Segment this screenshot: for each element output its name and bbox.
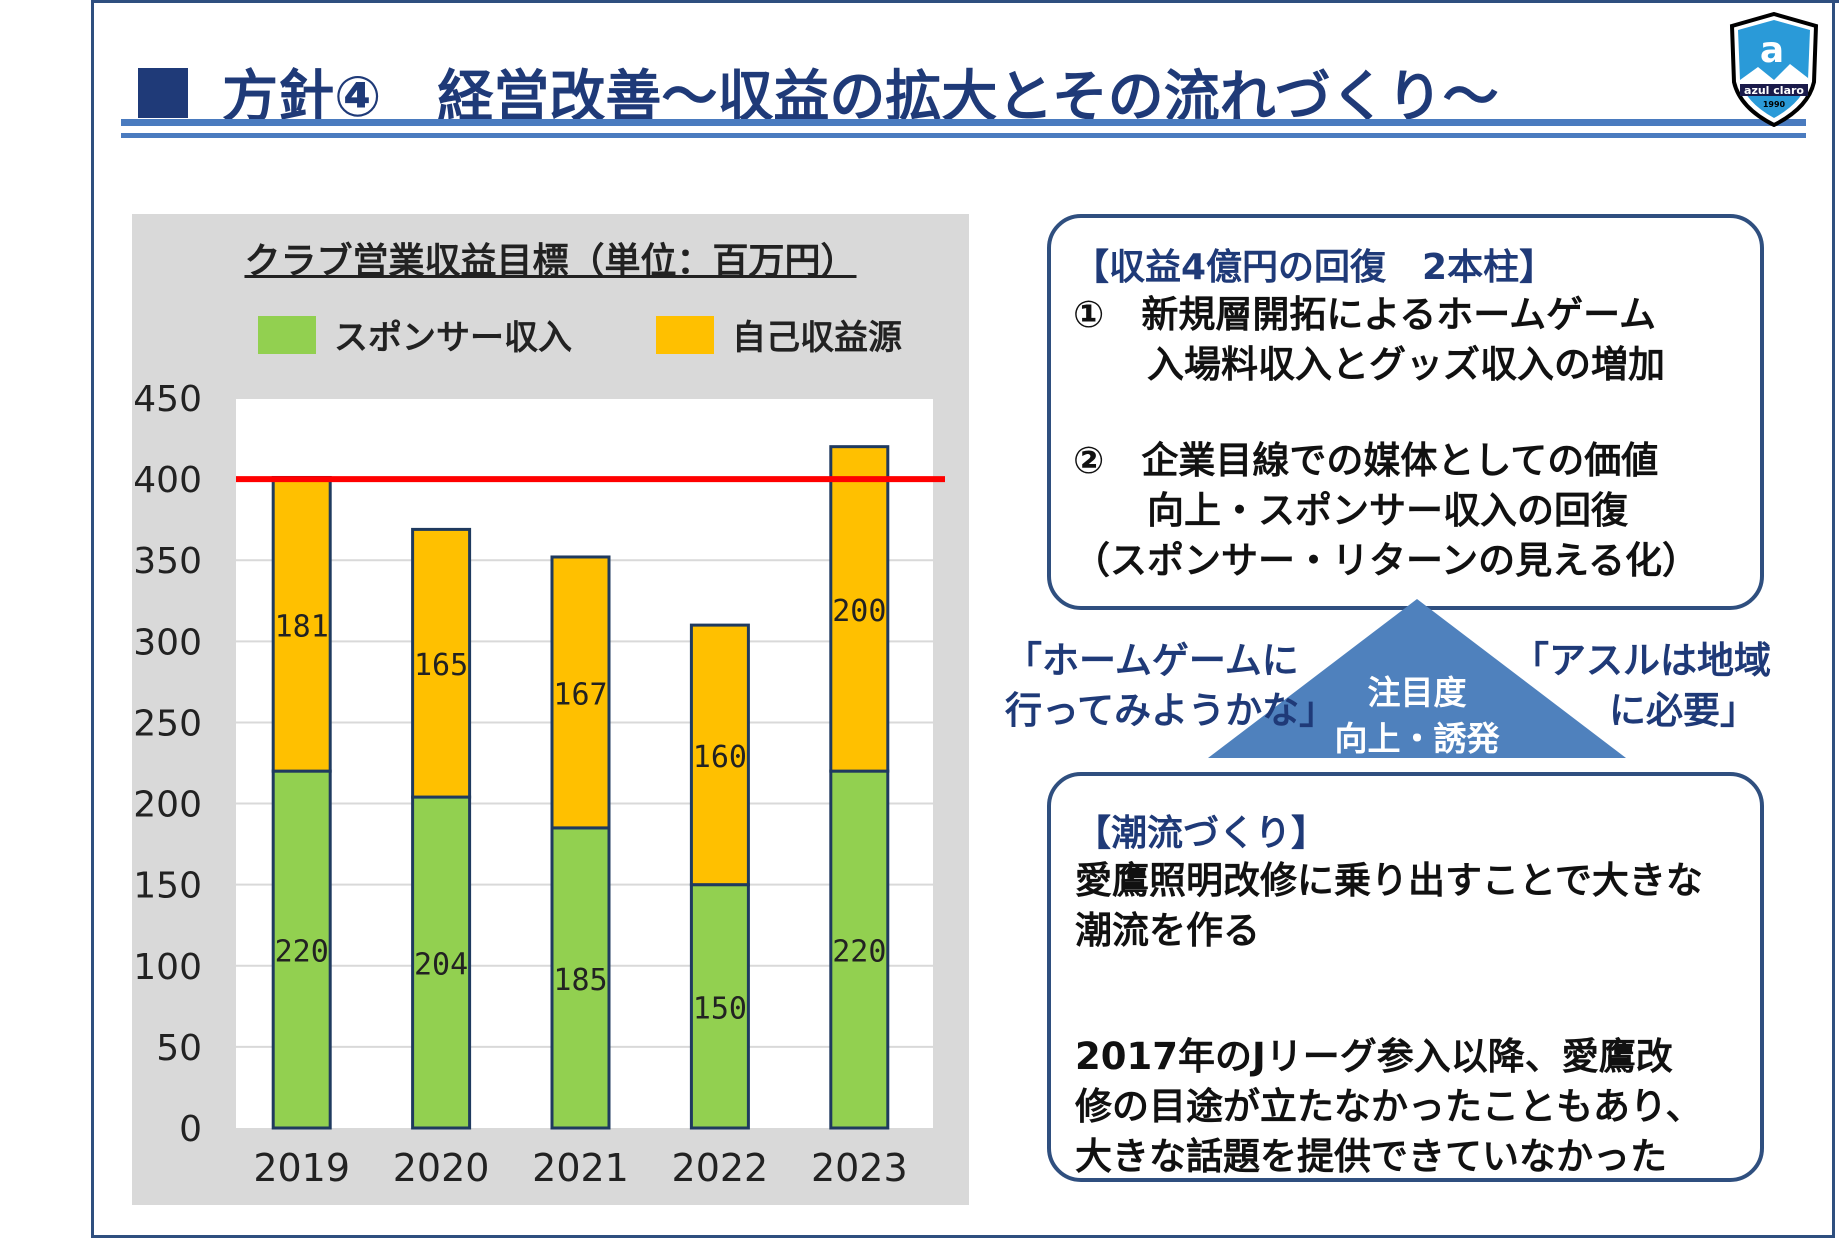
y-tick-label: 50 [156, 1028, 202, 1069]
azul-claro-logo: azul claro 1990 a [1729, 12, 1819, 127]
background-line: 修の目途が立たなかったこともあり、 [1075, 1085, 1703, 1128]
x-tick-label: 2022 [672, 1146, 769, 1190]
y-tick-label: 450 [133, 379, 202, 420]
y-tick-label: 350 [133, 541, 202, 582]
data-label: 220 [832, 935, 886, 970]
pillar-1-cont: 入場料収入とグッズ収入の増加 [1073, 343, 1665, 386]
legend-label: スポンサー収入 [334, 318, 572, 358]
x-tick-label: 2019 [253, 1146, 350, 1190]
y-tick-label: 200 [133, 785, 202, 826]
square-bullet-icon [138, 67, 188, 118]
pillar-2-note: （スポンサー・リターンの見える化） [1073, 539, 1700, 582]
title-rule-2 [121, 133, 1806, 138]
y-tick-label: 250 [133, 703, 202, 744]
svg-text:1990: 1990 [1763, 100, 1786, 109]
bar-segment [689, 623, 750, 887]
quote-left: 「ホームゲームに 行ってみようかな」 [1005, 639, 1337, 732]
bar-chart: 0 50 100 150 200 250 300 350 400 450 220 181 2019 204… [133, 379, 945, 1190]
y-tick-label: 300 [133, 622, 202, 663]
x-tick-label: 2020 [393, 1146, 490, 1190]
x-tick-label: 2021 [532, 1146, 629, 1190]
pillar-1: ① 新規層開拓によるホームゲーム [1073, 293, 1656, 336]
data-label: 200 [832, 594, 886, 629]
background-line: 2017年のJリーグ参入以降、愛鷹改 [1075, 1035, 1673, 1078]
legend-label: 自己収益源 [732, 318, 902, 358]
frame-top [91, 0, 1839, 3]
legend-own: 自己収益源 [656, 310, 902, 359]
triangle-label-2: 向上・誘発 [1334, 719, 1500, 758]
chart-panel: クラブ営業収益目標（単位：百万円） スポンサー収入 自己収益源 0 50 100 15… [132, 214, 969, 1205]
data-label: 160 [693, 740, 747, 775]
slide-frame [91, 0, 1835, 1238]
revenue-pillars-box: 【収益4億円の回復 2本柱】 ① 新規層開拓によるホームゲーム 入場料収入とグッ… [1047, 214, 1764, 610]
box-heading: 【潮流づくり】 [1075, 813, 1328, 854]
data-label: 204 [414, 948, 468, 983]
data-label: 220 [275, 935, 329, 970]
data-label: 185 [553, 963, 607, 998]
data-label: 181 [275, 609, 329, 644]
x-tick-label: 2023 [811, 1146, 908, 1190]
data-label: 150 [693, 991, 747, 1026]
bar-segment [411, 527, 472, 799]
legend-sponsor: スポンサー収入 [258, 310, 572, 359]
chart-title: クラブ営業収益目標（単位：百万円） [244, 241, 857, 282]
y-tick-label: 400 [133, 460, 202, 501]
bar-segment [689, 883, 750, 1130]
pillar-2-cont: 向上・スポンサー収入の回復 [1073, 489, 1628, 532]
y-tick-label: 0 [179, 1109, 202, 1150]
trend-line: 潮流を作る [1075, 909, 1260, 952]
bar-segment [550, 826, 611, 1130]
triangle-label-1: 注目度 [1367, 673, 1467, 712]
trend-box: 【潮流づくり】 愛鷹照明改修に乗り出すことで大きな 潮流を作る 2017年のJリ… [1047, 772, 1764, 1182]
y-tick-label: 150 [133, 866, 202, 907]
bar-segment [271, 769, 332, 1130]
data-label: 167 [553, 677, 607, 712]
bar-segment [829, 769, 890, 1130]
bar-segment [550, 555, 611, 830]
legend-swatch [258, 315, 316, 354]
box-heading: 【収益4億円の回復 2本柱】 [1073, 247, 1556, 288]
svg-text:a: a [1760, 30, 1784, 71]
data-label: 165 [414, 648, 468, 683]
quote-right: 「アスルは地域 に必要」 [1512, 639, 1771, 732]
title-rule [121, 119, 1806, 126]
background-line: 大きな話題を提供できていなかった [1075, 1135, 1667, 1178]
bar-segment [829, 445, 890, 773]
bar-segment [271, 475, 332, 773]
trend-line: 愛鷹照明改修に乗り出すことで大きな [1075, 859, 1703, 902]
svg-text:azul claro: azul claro [1744, 84, 1804, 97]
pillar-2: ② 企業目線での媒体としての価値 [1073, 439, 1659, 482]
y-tick-label: 100 [133, 947, 202, 988]
legend-swatch [656, 315, 714, 354]
